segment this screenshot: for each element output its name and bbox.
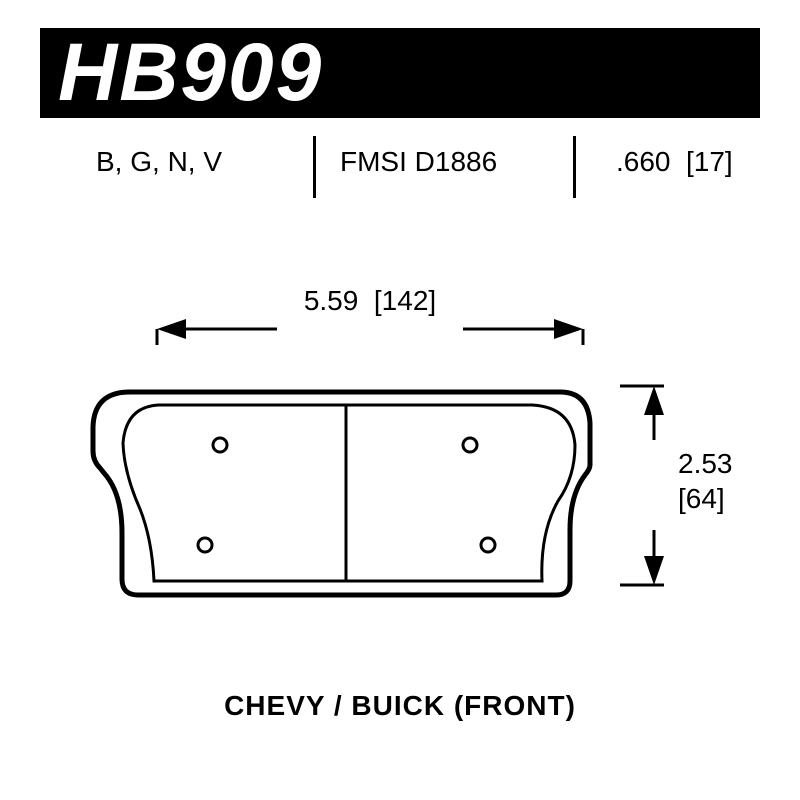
brake-pad-drawing bbox=[90, 385, 600, 605]
spec-row: B, G, N, V FMSI D1886 .660 [17] bbox=[40, 118, 760, 188]
width-in: 5.59 bbox=[304, 285, 359, 316]
spec-separator bbox=[573, 136, 576, 198]
compounds-spec: B, G, N, V bbox=[96, 146, 222, 178]
backplate-outline bbox=[93, 392, 590, 595]
rivet-hole bbox=[213, 438, 227, 452]
spec-separator bbox=[313, 136, 316, 198]
part-number-title: HB909 bbox=[58, 26, 323, 120]
rivet-hole bbox=[481, 538, 495, 552]
width-mm: [142] bbox=[374, 285, 436, 316]
title-bar: HB909 bbox=[40, 28, 760, 118]
fmsi-spec: FMSI D1886 bbox=[340, 146, 497, 178]
diagram-container: HB909 B, G, N, V FMSI D1886 .660 [17] 5.… bbox=[0, 0, 800, 800]
friction-outline bbox=[123, 405, 575, 581]
rivet-hole bbox=[463, 438, 477, 452]
width-dimension: 5.59 [142] bbox=[150, 285, 590, 345]
rivet-hole bbox=[198, 538, 212, 552]
height-mm: [64] bbox=[678, 483, 725, 514]
height-in: 2.53 bbox=[678, 448, 733, 479]
thickness-mm: [17] bbox=[686, 146, 733, 178]
application-caption: CHEVY / BUICK (FRONT) bbox=[0, 690, 800, 722]
height-label: 2.53 [64] bbox=[678, 446, 733, 516]
height-dimension: 2.53 [64] bbox=[620, 370, 740, 600]
width-label: 5.59 [142] bbox=[150, 285, 590, 317]
thickness-in: .660 bbox=[616, 146, 671, 178]
